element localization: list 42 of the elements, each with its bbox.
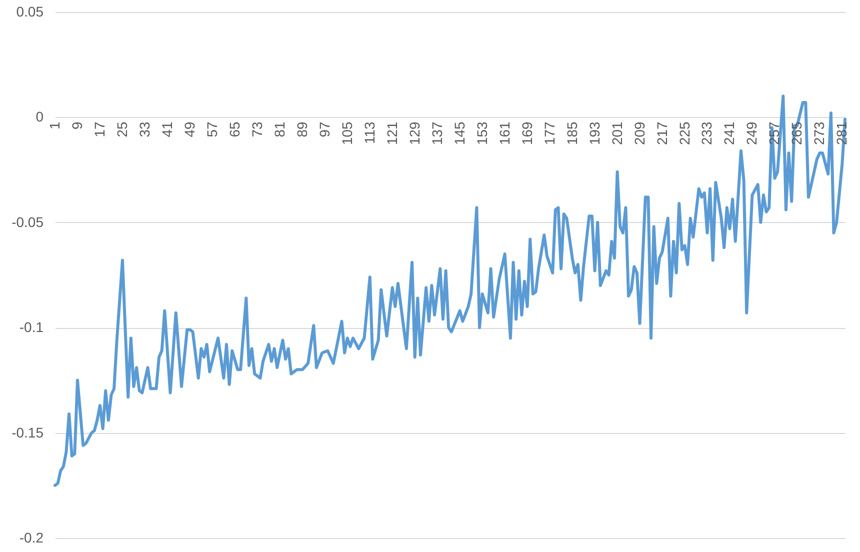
x-tick-label: 153 bbox=[474, 121, 490, 146]
x-tick-label: 105 bbox=[338, 121, 355, 146]
x-tick-label: 41 bbox=[158, 121, 175, 138]
x-tick-label: 281 bbox=[834, 121, 850, 146]
x-tick-label: 49 bbox=[181, 121, 198, 138]
x-tick-label: 1 bbox=[46, 121, 62, 130]
x-tick-label: 273 bbox=[811, 121, 828, 146]
x-tick-label: 9 bbox=[68, 121, 85, 130]
x-tick-label: 249 bbox=[744, 121, 760, 146]
x-tick-label: 193 bbox=[586, 121, 602, 146]
y-tick-label: 0.05 bbox=[16, 4, 44, 20]
x-tick-label: 33 bbox=[136, 121, 152, 138]
x-tick-label: 161 bbox=[496, 121, 512, 146]
y-tick-label: -0.2 bbox=[19, 530, 44, 546]
x-tick-label: 129 bbox=[406, 121, 422, 146]
x-tick-label: 65 bbox=[226, 121, 242, 138]
y-tick-label: -0.1 bbox=[19, 319, 44, 336]
y-tick-label: -0.15 bbox=[12, 424, 44, 440]
x-tick-label: 121 bbox=[384, 121, 400, 146]
x-tick-label: 177 bbox=[541, 121, 558, 146]
y-tick-label: -0.05 bbox=[12, 214, 44, 230]
y-tick-label: 0 bbox=[36, 108, 44, 125]
x-tick-label: 17 bbox=[91, 121, 108, 138]
x-tick-label: 113 bbox=[361, 121, 378, 144]
x-tick-label: 97 bbox=[316, 121, 332, 138]
x-tick-label: 145 bbox=[451, 121, 468, 146]
x-tick-label: 225 bbox=[676, 121, 692, 146]
x-tick-label: 81 bbox=[271, 121, 288, 138]
x-tick-label: 25 bbox=[114, 121, 130, 138]
x-tick-label: 241 bbox=[721, 121, 738, 146]
x-tick-label: 209 bbox=[631, 121, 648, 146]
x-tick-label: 201 bbox=[608, 121, 625, 146]
x-tick-label: 257 bbox=[766, 121, 782, 146]
x-tick-label: 73 bbox=[248, 121, 265, 138]
x-tick-label: 57 bbox=[204, 121, 220, 138]
x-tick-label: 185 bbox=[564, 121, 580, 146]
x-tick-label: 233 bbox=[698, 121, 715, 146]
x-tick-label: 137 bbox=[428, 121, 445, 146]
x-tick-label: 89 bbox=[294, 121, 310, 138]
x-tick-label: 265 bbox=[788, 121, 805, 146]
x-tick-label: 169 bbox=[518, 121, 535, 146]
x-tick-label: 217 bbox=[654, 121, 670, 146]
